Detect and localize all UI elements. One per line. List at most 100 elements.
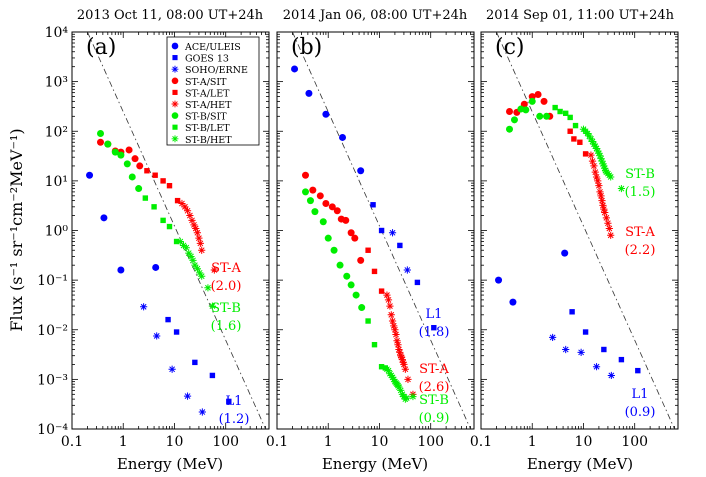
x-tick-label: 0.1 (470, 434, 492, 450)
data-point-st-a-het (587, 151, 595, 159)
data-point-st-a-het (607, 231, 615, 239)
legend-label: ACE/ULEIS (184, 42, 241, 53)
x-axis-label-b: Energy (MeV) (322, 455, 428, 473)
legend-label: ST-B/SIT (185, 112, 227, 123)
data-point-st-a-sit (333, 207, 341, 215)
legend-marker (171, 77, 179, 85)
data-point-soho-erne (577, 348, 585, 356)
data-point-st-b-het (390, 375, 398, 383)
legend-label: GOES 13 (185, 54, 229, 65)
data-point-st-a-sit (131, 155, 139, 163)
data-point-goes-13 (618, 356, 625, 363)
data-point-st-a-let (160, 178, 166, 184)
data-point-ace-uleis (339, 133, 347, 141)
data-point-st-b-het (601, 164, 609, 172)
legend-marker (171, 100, 179, 108)
data-point-st-b-het (182, 244, 190, 252)
data-point-st-b-sit (311, 208, 319, 216)
plot-area (86, 32, 266, 429)
data-point-st-b-het (585, 132, 593, 140)
data-point-st-a-sit (309, 186, 317, 194)
data-point-st-a-het (397, 353, 406, 361)
data-point-ace-uleis (86, 171, 94, 179)
data-point-st-b-het (187, 252, 195, 261)
data-point-st-b-het (176, 237, 184, 246)
reference-line (496, 32, 675, 429)
data-point-st-a-let (567, 128, 573, 134)
legend-marker (172, 89, 178, 95)
data-point-st-a-het (210, 266, 218, 274)
data-point-st-a-sit (328, 203, 336, 211)
data-point-st-a-het (592, 173, 601, 181)
x-tick-label: 100 (212, 434, 239, 450)
data-point-st-a-het (395, 345, 403, 354)
data-point-st-a-het (404, 375, 412, 383)
data-point-st-b-let (365, 318, 371, 324)
data-point-st-a-het (186, 211, 194, 220)
data-point-soho-erne (183, 392, 192, 400)
data-point-st-a-sit (342, 216, 350, 224)
x-tick-label: 100 (621, 434, 648, 450)
annotation-index: (2.0) (211, 279, 242, 294)
data-point-st-a-sit (97, 138, 105, 146)
data-point-soho-erne (388, 229, 397, 237)
legend-marker (171, 65, 179, 73)
data-point-st-b-het (607, 173, 615, 181)
annotation-label: ST-A (419, 362, 449, 377)
data-point-st-b-sit (352, 291, 360, 299)
legend-label: ST-B/LET (185, 123, 230, 134)
data-point-st-b-het (595, 149, 603, 157)
data-point-st-a-het (192, 224, 200, 233)
data-point-st-a-het (595, 182, 603, 190)
data-point-st-b-het (588, 137, 597, 146)
data-point-goes-13 (635, 367, 641, 374)
data-point-goes-13 (192, 359, 198, 366)
data-point-st-a-het (591, 168, 599, 176)
data-point-st-b-sit (330, 246, 338, 254)
data-point-st-b-sit (336, 261, 344, 269)
data-point-st-b-het (191, 261, 199, 269)
legend-label: ST-A/LET (185, 88, 230, 99)
data-point-st-b-het (397, 386, 405, 394)
data-point-st-a-het (388, 317, 397, 325)
annotation-label: ST-A (625, 225, 655, 240)
data-point-st-b-het (597, 155, 605, 163)
data-point-st-a-sit (534, 91, 542, 99)
data-point-goes-13 (431, 324, 437, 331)
data-point-st-b-het (599, 160, 607, 168)
x-tick-label: 1 (528, 434, 537, 450)
x-tick-label: 0.1 (266, 434, 288, 450)
legend-marker (171, 135, 179, 143)
data-point-st-a-het (392, 330, 400, 339)
annotation-label: ST-B (211, 301, 241, 316)
annotation-label: ST-A (211, 261, 241, 276)
annotation-index: (1.2) (219, 412, 250, 427)
data-point-st-a-het (594, 177, 602, 185)
data-point-st-b-het (185, 249, 193, 257)
data-point-st-b-het (591, 142, 599, 150)
data-point-st-a-het (383, 291, 391, 299)
data-point-st-b-let (572, 122, 579, 129)
data-point-st-b-het (617, 184, 625, 193)
panel-b: 2014 Jan 06, 08:00 UT+24h Energy (MeV) 0… (266, 8, 475, 473)
data-point-st-a-sit (347, 229, 355, 237)
data-point-st-a-het (605, 224, 613, 233)
data-point-st-a-het (188, 216, 196, 224)
data-point-st-a-het (198, 246, 206, 254)
panel-title-b: 2014 Jan 06, 08:00 UT+24h (283, 8, 468, 23)
data-point-st-a-sit (351, 234, 359, 242)
x-tick-label: 0.1 (61, 434, 83, 450)
data-point-st-b-let (166, 223, 173, 230)
data-point-st-b-het (189, 256, 197, 264)
legend-label: SOHO/ERNE (185, 65, 248, 76)
data-point-st-b-sit (306, 197, 314, 205)
data-point-st-a-het (393, 337, 401, 345)
data-point-goes-13 (226, 398, 232, 405)
annotation-label: ST-B (419, 393, 449, 408)
data-point-goes-13 (370, 202, 376, 208)
data-point-st-a-het (396, 348, 404, 356)
data-point-st-a-let (582, 151, 589, 157)
panel-title-c: 2014 Sep 01, 11:00 UT+24h (486, 8, 675, 23)
data-point-st-b-het (594, 147, 602, 155)
data-point-st-a-let (371, 268, 378, 275)
